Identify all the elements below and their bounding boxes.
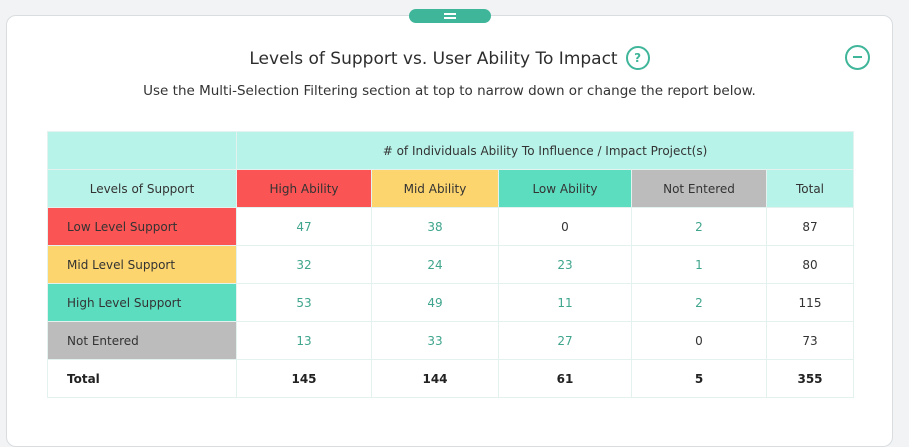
help-icon[interactable]: ?: [625, 46, 650, 70]
cell-total: 145: [236, 359, 372, 398]
cell-link[interactable]: 2: [631, 283, 767, 322]
row-label-not-entered: Not Entered: [47, 321, 237, 360]
row-label-low-level-support: Low Level Support: [47, 207, 237, 246]
cell-link[interactable]: 13: [236, 321, 372, 360]
cell-value: 0: [631, 321, 767, 360]
cell-total: 80: [766, 245, 854, 284]
cell-total: 73: [766, 321, 854, 360]
col-header-low-ability: Low Ability: [498, 169, 632, 208]
cell-link[interactable]: 11: [498, 283, 632, 322]
report-title-text: Levels of Support vs. User Ability To Im…: [249, 49, 618, 69]
cell-link[interactable]: 53: [236, 283, 372, 322]
report-subtitle: Use the Multi-Selection Filtering sectio…: [143, 83, 756, 99]
cell-total: 61: [498, 359, 632, 398]
table-row: Mid Level Support 32 24 23 1 80: [47, 245, 854, 284]
cell-link[interactable]: 47: [236, 207, 372, 246]
table-row: High Level Support 53 49 11 2 115: [47, 283, 854, 322]
cell-total: 5: [631, 359, 767, 398]
report-card: Levels of Support vs. User Ability To Im…: [6, 15, 893, 447]
report-title: Levels of Support vs. User Ability To Im…: [7, 46, 892, 70]
collapse-icon[interactable]: [845, 45, 870, 70]
cell-grand-total: 355: [766, 359, 854, 398]
col-header-high-ability: High Ability: [236, 169, 372, 208]
cell-link[interactable]: 38: [371, 207, 499, 246]
row-label-high-level-support: High Level Support: [47, 283, 237, 322]
table-row: Low Level Support 47 38 0 2 87: [47, 207, 854, 246]
group-header: # of Individuals Ability To Influence / …: [236, 131, 854, 170]
handle-line-icon: [444, 13, 456, 15]
cell-link[interactable]: 23: [498, 245, 632, 284]
cell-link[interactable]: 49: [371, 283, 499, 322]
cell-link[interactable]: 2: [631, 207, 767, 246]
cell-link[interactable]: 1: [631, 245, 767, 284]
table-row: Not Entered 13 33 27 0 73: [47, 321, 854, 360]
total-row: Total 145 144 61 5 355: [47, 359, 854, 398]
cell-link[interactable]: 24: [371, 245, 499, 284]
cell-link[interactable]: 33: [371, 321, 499, 360]
cell-link[interactable]: 32: [236, 245, 372, 284]
cell-link[interactable]: 27: [498, 321, 632, 360]
col-header-mid-ability: Mid Ability: [371, 169, 499, 208]
cell-total: 87: [766, 207, 854, 246]
col-header-total: Total: [766, 169, 854, 208]
row-label-mid-level-support: Mid Level Support: [47, 245, 237, 284]
handle-line-icon: [444, 17, 456, 19]
table-corner: [47, 131, 237, 170]
cell-value: 0: [498, 207, 632, 246]
col-header-not-entered: Not Entered: [631, 169, 767, 208]
drag-handle[interactable]: [409, 9, 491, 23]
cell-total: 144: [371, 359, 499, 398]
row-header: Levels of Support: [47, 169, 237, 208]
row-label-total: Total: [47, 359, 237, 398]
cell-total: 115: [766, 283, 854, 322]
support-ability-table: # of Individuals Ability To Influence / …: [47, 131, 854, 398]
